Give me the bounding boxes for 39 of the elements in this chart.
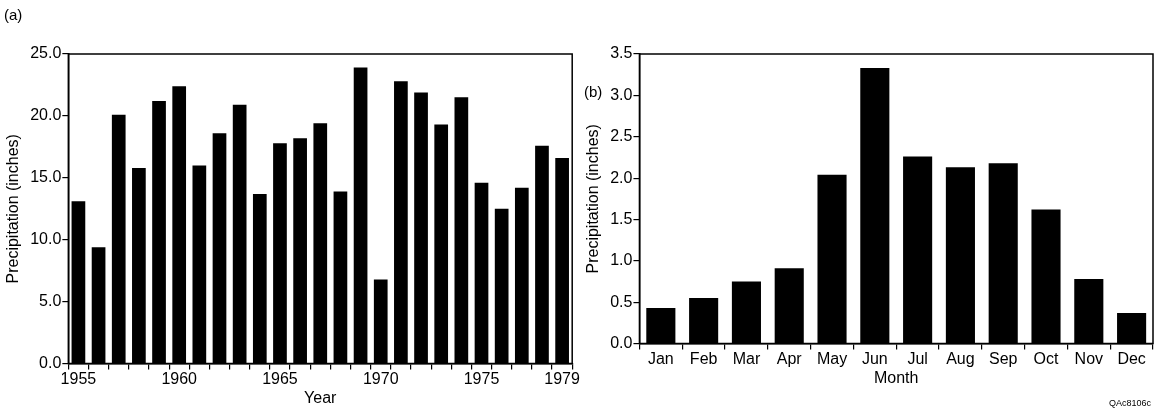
x-tick-label: Feb bbox=[689, 349, 718, 367]
x-tick-label: Dec bbox=[1117, 349, 1146, 367]
y-tick-label: 25.0 bbox=[30, 44, 62, 62]
x-tick-label: 1975 bbox=[463, 369, 500, 387]
x-tick-label: Sep bbox=[988, 349, 1018, 367]
x-tick-label: Nov bbox=[1074, 349, 1104, 367]
x-tick-label: Jul bbox=[907, 349, 928, 367]
x-tick-label: Aug bbox=[946, 349, 975, 367]
x-tick-label: 1955 bbox=[60, 369, 97, 387]
y-tick-label: 0.0 bbox=[610, 334, 633, 352]
x-tick-label: 1960 bbox=[161, 369, 198, 387]
x-tick-label: 1979 bbox=[544, 369, 581, 387]
y-tick-label: 3.5 bbox=[610, 44, 633, 62]
x-tick-label: 1965 bbox=[262, 369, 298, 387]
x-tick-label: Apr bbox=[776, 349, 803, 367]
y-tick-label: 0.0 bbox=[39, 354, 62, 372]
x-tick-label: May bbox=[816, 349, 848, 367]
x-axis-title: Year bbox=[304, 388, 338, 406]
y-tick-label: 10.0 bbox=[30, 230, 62, 248]
y-tick-label: 20.0 bbox=[30, 106, 62, 124]
text: QAc8106c bbox=[1108, 398, 1152, 408]
x-axis-title: Month bbox=[873, 368, 919, 386]
y-tick-label: 5.0 bbox=[39, 292, 62, 310]
x-tick-label: Jan bbox=[647, 349, 674, 367]
y-tick-label: 1.0 bbox=[610, 251, 633, 269]
x-tick-label: Jun bbox=[861, 349, 888, 367]
x-tick-label: 1970 bbox=[362, 369, 399, 387]
y-tick-label: 0.5 bbox=[610, 292, 633, 310]
y-axis-title: Precipitation (inches) bbox=[4, 134, 22, 284]
y-tick-label: 1.5 bbox=[610, 209, 633, 227]
x-tick-label: Oct bbox=[1033, 349, 1060, 367]
chart-title: (a) bbox=[4, 6, 23, 23]
text: (b) bbox=[584, 83, 603, 100]
y-axis-title: Precipitation (inches) bbox=[584, 124, 602, 274]
y-tick-label: 3.0 bbox=[610, 85, 633, 103]
y-tick-label: 15.0 bbox=[30, 168, 62, 186]
y-tick-label: 2.0 bbox=[610, 168, 633, 186]
x-tick-label: Mar bbox=[732, 349, 761, 367]
y-tick-label: 2.5 bbox=[610, 127, 633, 145]
